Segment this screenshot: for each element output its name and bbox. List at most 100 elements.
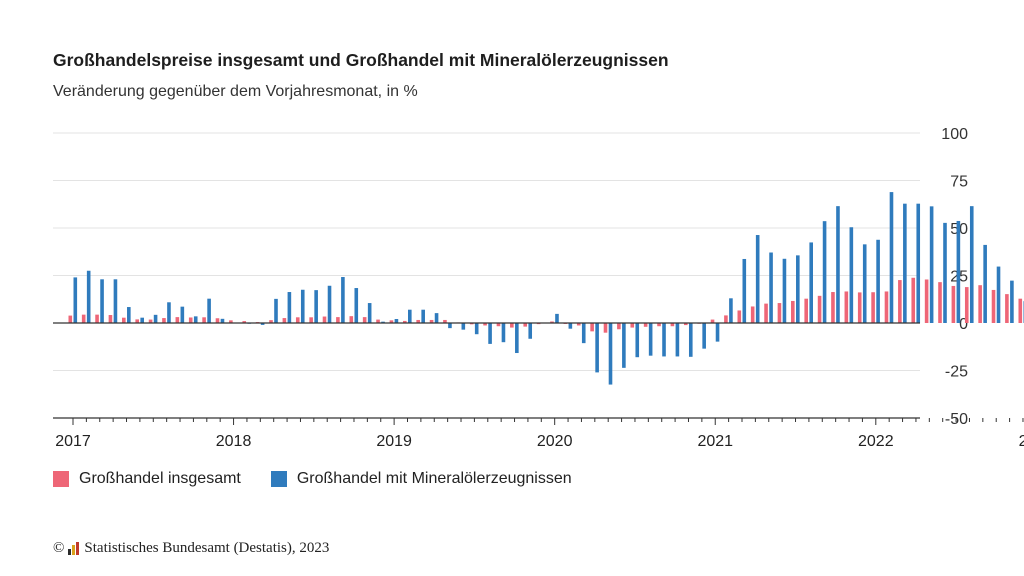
bar-insgesamt [95, 314, 99, 323]
bar-mineraloel [769, 252, 773, 323]
gridlines [53, 132, 920, 371]
footer: © Statistisches Bundesamt (Destatis), 20… [53, 540, 329, 557]
bar-insgesamt [857, 292, 862, 323]
bar-mineraloel [421, 309, 425, 323]
bar-insgesamt [202, 317, 206, 323]
bar-mineraloel [822, 221, 827, 323]
bar-mineraloel [287, 292, 292, 323]
bar-insgesamt [764, 303, 768, 323]
bar-mineraloel [260, 323, 265, 325]
bar-mineraloel [515, 323, 519, 354]
bar-mineraloel [327, 285, 332, 323]
bar-insgesamt [898, 280, 902, 323]
bar-mineraloel [474, 323, 479, 335]
bar-mineraloel [113, 279, 118, 323]
bar-mineraloel [809, 242, 813, 323]
bar-mineraloel [394, 319, 399, 323]
bar-mineraloel [488, 323, 492, 344]
bar-mineraloel [73, 277, 78, 323]
bar-insgesamt [403, 320, 407, 323]
legend-swatch-mineraloel [270, 471, 287, 487]
bar-insgesamt [469, 323, 474, 325]
x-tick-label: 2020 [537, 433, 573, 450]
x-tick-label: 2018 [216, 433, 252, 450]
x-tick-label: 2019 [376, 433, 412, 450]
bar-mineraloel [862, 244, 867, 323]
bar-insgesamt [884, 291, 889, 323]
bar-insgesamt [68, 315, 73, 323]
bar-mineraloel [969, 206, 974, 323]
bar-mineraloel [849, 227, 854, 323]
bar-insgesamt [215, 318, 220, 323]
legend-item-insgesamt[interactable]: Großhandel insgesamt [53, 470, 241, 488]
source-text: Statistisches Bundesamt (Destatis), 2023 [84, 540, 330, 556]
bar-insgesamt [269, 320, 273, 323]
bar-insgesamt [1018, 298, 1023, 323]
bar-mineraloel [341, 277, 345, 323]
bar-insgesamt [550, 321, 554, 323]
x-axis-ticks: 2017 2018 2019 2020 2021 2022 2023 [55, 418, 1024, 450]
bar-mineraloel [367, 303, 372, 323]
y-tick-label: -25 [945, 364, 968, 381]
bar-mineraloel [434, 313, 439, 323]
bar-mineraloel [742, 258, 747, 323]
bar-mineraloel [916, 203, 921, 323]
bar-insgesamt [603, 323, 608, 333]
bar-insgesamt [295, 317, 300, 323]
legend-item-mineraloel[interactable]: Großhandel mit Mineralölerzeugnissen [270, 470, 572, 488]
legend-label-insgesamt: Großhandel insgesamt [79, 470, 241, 487]
bar-insgesamt [777, 303, 782, 323]
bar-insgesamt [188, 317, 193, 323]
bar-insgesamt [590, 323, 594, 332]
bar-mineraloel [983, 244, 987, 323]
bar-insgesamt [389, 320, 394, 323]
bar-mineraloel [140, 317, 144, 323]
bar-insgesamt [737, 310, 742, 323]
x-tick-label: 2021 [697, 433, 733, 450]
bar-insgesamt [911, 277, 916, 323]
bar-mineraloel [608, 323, 613, 385]
bar-mineraloel [220, 318, 225, 323]
copyright-symbol: © [53, 540, 65, 556]
bar-mineraloel [193, 316, 198, 323]
bar-insgesamt [108, 315, 113, 323]
bar-insgesamt [282, 318, 287, 323]
bar-insgesamt [443, 319, 447, 323]
bar-insgesamt [657, 323, 661, 327]
bars [68, 192, 1024, 385]
bar-mineraloel [662, 323, 666, 357]
bar-mineraloel [408, 309, 412, 323]
bar-insgesamt [122, 317, 126, 323]
bar-mineraloel [180, 306, 185, 323]
bar-insgesamt [576, 323, 581, 326]
bar-insgesamt [416, 319, 420, 323]
bar-mineraloel [100, 279, 104, 323]
y-tick-label: 0 [959, 316, 968, 333]
bar-mineraloel [956, 220, 961, 323]
legend-label-mineraloel: Großhandel mit Mineralölerzeugnissen [296, 470, 572, 487]
bar-insgesamt [804, 298, 808, 323]
bar-mineraloel [622, 323, 626, 368]
bar-mineraloel [635, 323, 640, 358]
x-tick-label: 2023 [1019, 433, 1024, 450]
bar-mineraloel [568, 323, 573, 329]
bar-mineraloel [943, 222, 947, 323]
bar-mineraloel [876, 239, 880, 323]
bar-mineraloel [501, 323, 506, 343]
bar-mineraloel [648, 323, 653, 356]
bar-insgesamt [175, 317, 180, 323]
bar-insgesamt [724, 315, 728, 323]
bar-insgesamt [242, 321, 247, 323]
bar-insgesamt [523, 323, 528, 327]
bar-insgesamt [322, 316, 327, 323]
bar-insgesamt [750, 306, 755, 323]
bar-insgesamt [1005, 294, 1009, 323]
bar-insgesamt [630, 323, 635, 328]
bar-insgesamt [362, 317, 367, 323]
bar-insgesamt [429, 319, 434, 323]
legend: Großhandel insgesamt Großhandel mit Mine… [53, 470, 602, 488]
bar-insgesamt [336, 317, 340, 323]
bar-insgesamt [964, 287, 969, 323]
bar-insgesamt [991, 289, 996, 323]
bar-insgesamt [483, 323, 487, 326]
